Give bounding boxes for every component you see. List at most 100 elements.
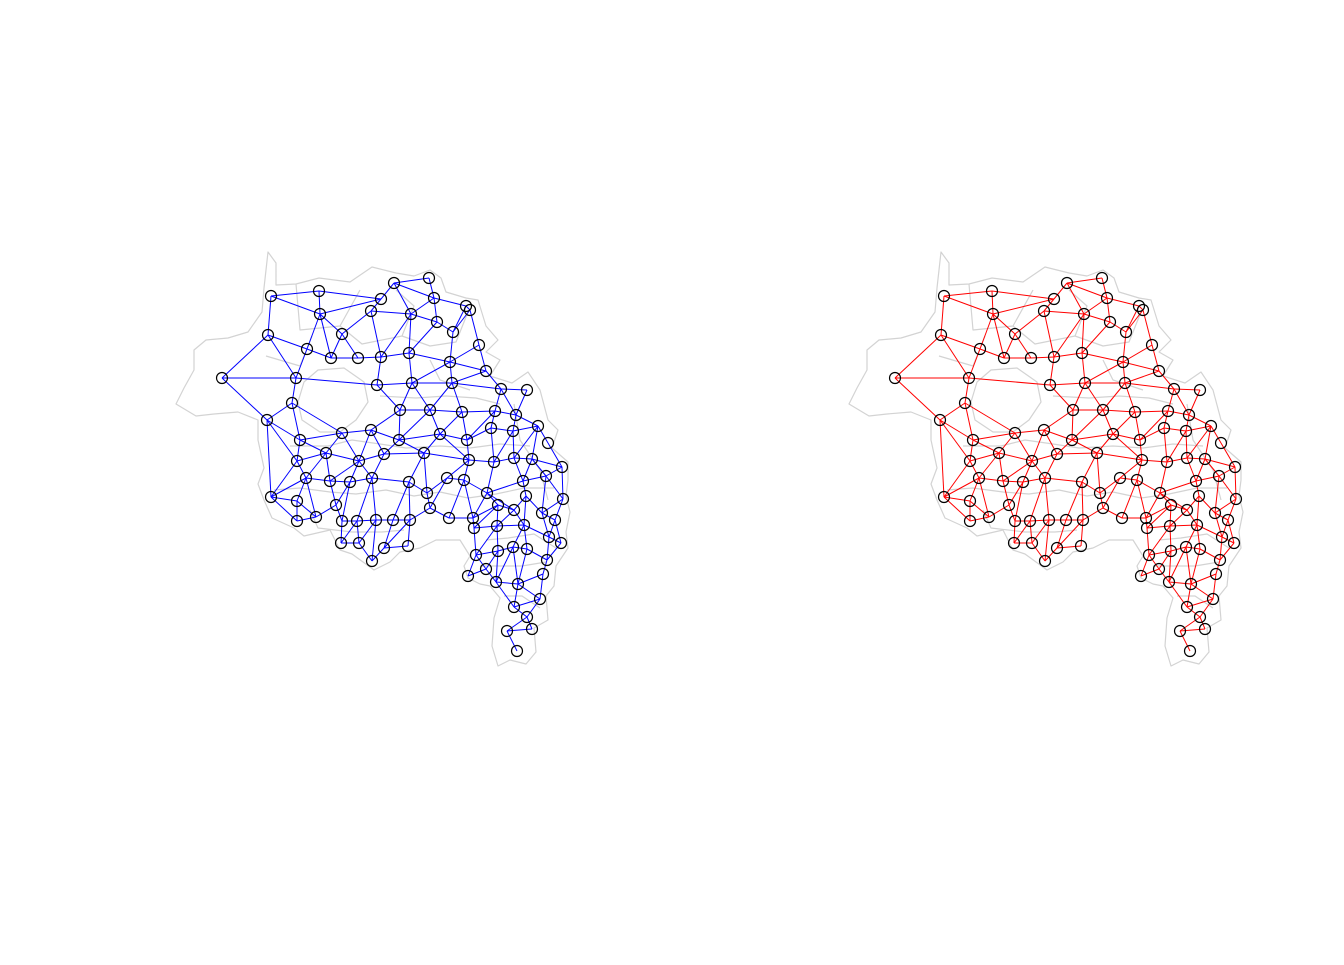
network-edge	[439, 433, 468, 441]
network-edge	[341, 481, 351, 522]
network-node	[440, 471, 454, 485]
network-edge	[1169, 525, 1172, 552]
network-edge	[1169, 509, 1188, 527]
region-hole-outline	[297, 367, 369, 433]
network-edge	[964, 402, 974, 441]
network-node	[377, 447, 391, 461]
network-edge	[972, 432, 1016, 441]
network-node	[352, 454, 366, 468]
network-edge	[1096, 452, 1143, 461]
network-edge	[1140, 554, 1150, 577]
network-node	[369, 513, 383, 527]
network-node	[507, 503, 521, 517]
network-edge	[1044, 519, 1050, 562]
network-node	[479, 364, 493, 378]
network-edge	[978, 477, 990, 518]
network-edge	[548, 536, 562, 544]
network-edge	[506, 616, 528, 632]
network-edge	[1159, 492, 1188, 511]
network-node	[466, 511, 480, 525]
network-node	[215, 371, 229, 385]
network-edge	[1185, 524, 1198, 548]
network-edge	[370, 429, 385, 455]
network-node	[963, 514, 977, 528]
network-node	[300, 342, 314, 356]
district-boundary-line	[968, 283, 1034, 331]
network-node	[937, 490, 951, 504]
network-edge	[490, 410, 496, 429]
network-edge	[1136, 479, 1161, 494]
network-edge	[398, 433, 441, 441]
network-node	[1050, 447, 1064, 461]
network-edge	[541, 475, 547, 514]
network-node	[261, 328, 275, 342]
network-edge	[1099, 477, 1121, 494]
network-edge	[485, 550, 499, 570]
network-node	[427, 291, 441, 305]
network-node	[1152, 562, 1166, 576]
network-node	[1152, 364, 1166, 378]
network-edge	[1056, 519, 1084, 549]
network-node	[1162, 575, 1176, 589]
network-edge	[940, 334, 981, 350]
network-node	[1075, 475, 1089, 489]
network-node	[986, 307, 1000, 321]
network-edge	[408, 313, 412, 354]
network-edge	[1185, 546, 1201, 550]
network-edge	[267, 295, 272, 336]
network-edge	[894, 334, 942, 379]
network-node	[934, 328, 948, 342]
network-edge	[515, 414, 539, 427]
network-node	[319, 446, 333, 460]
network-edge	[335, 504, 343, 522]
network-node	[1093, 486, 1107, 500]
network-edge	[1014, 333, 1032, 359]
network-edge	[991, 290, 1055, 300]
network-edge	[992, 313, 1005, 359]
network-edge	[452, 309, 471, 333]
network-edge	[423, 433, 441, 454]
network-edge	[270, 496, 298, 502]
network-edge	[964, 377, 970, 404]
network-edge	[554, 519, 562, 544]
network-edge	[1031, 542, 1046, 562]
network-edge	[221, 334, 269, 379]
network-node	[1065, 433, 1079, 447]
network-node	[1043, 378, 1057, 392]
network-node	[1204, 419, 1218, 433]
network-edge	[522, 475, 547, 482]
network-edge	[1159, 492, 1172, 506]
network-node	[1184, 577, 1198, 591]
network-node	[350, 514, 364, 528]
network-node	[1076, 513, 1090, 527]
network-edge	[1188, 389, 1201, 416]
network-edge	[423, 452, 428, 494]
network-node	[1214, 436, 1228, 450]
network-edge	[513, 457, 524, 482]
network-node	[520, 610, 534, 624]
network-edge	[1227, 519, 1235, 544]
district-boundary-line	[401, 311, 469, 347]
network-edge	[329, 480, 351, 483]
network-node	[1157, 421, 1171, 435]
network-node	[1180, 451, 1194, 465]
network-edge	[407, 519, 411, 547]
network-edge	[969, 460, 980, 479]
network-node	[393, 403, 407, 417]
network-edge	[515, 389, 528, 416]
network-edge	[439, 433, 470, 461]
network-node	[1163, 519, 1177, 533]
network-edge	[1122, 361, 1126, 384]
network-edge	[1043, 310, 1085, 315]
network-edge	[357, 356, 382, 359]
network-edge	[561, 466, 564, 500]
network-node	[1167, 382, 1181, 396]
network-node	[556, 492, 570, 506]
network-edge	[383, 545, 409, 549]
network-edge	[548, 519, 556, 538]
network-edge	[1043, 429, 1058, 455]
network-node	[1164, 498, 1178, 512]
district-boundary-line	[379, 395, 501, 405]
network-node	[554, 536, 568, 550]
network-node	[520, 542, 534, 556]
